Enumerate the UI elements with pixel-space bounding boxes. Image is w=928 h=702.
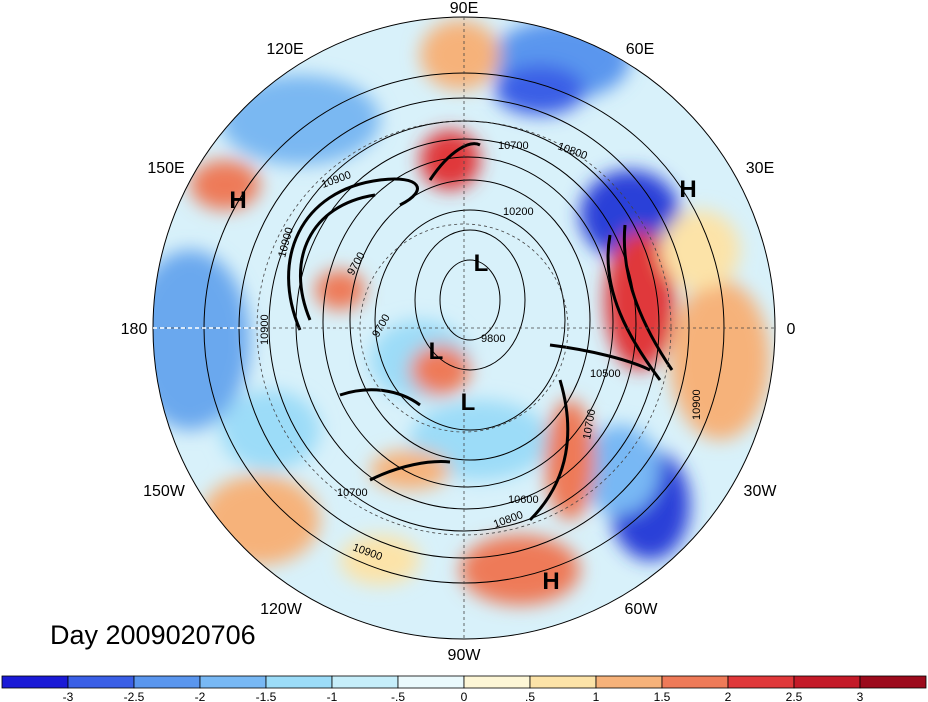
lon-label-180: 180 xyxy=(121,321,148,338)
colorbar-tick-label: 1 xyxy=(593,690,600,702)
lon-label-60w: 60W xyxy=(625,601,659,618)
lon-label-120w: 120W xyxy=(260,601,303,618)
colorbar-swatch xyxy=(397,675,465,689)
anomaly-field xyxy=(153,17,775,639)
low-pressure-canada: L xyxy=(461,389,476,416)
colorbar-tick-label: -1 xyxy=(327,690,338,702)
contour-label: 10200 xyxy=(503,206,534,218)
high-pressure-asia: H xyxy=(229,187,246,214)
colorbar-tick-label: 2.5 xyxy=(786,690,803,702)
lon-label-150w: 150W xyxy=(143,483,186,500)
high-pressure-atlantic: H xyxy=(542,568,559,595)
colorbar-swatch xyxy=(133,675,201,689)
day-label: Day 2009020706 xyxy=(50,620,256,650)
low-pressure-north: L xyxy=(474,250,489,277)
lon-label-30w: 30W xyxy=(744,483,778,500)
graticule xyxy=(153,17,775,639)
longitude-labels: 90E 60E 120E 30E 150E 180 0 150W 30W 120… xyxy=(121,0,796,664)
lon-label-0: 0 xyxy=(787,321,796,338)
colorbar-swatch xyxy=(1,675,69,689)
colorbar-swatch xyxy=(529,675,597,689)
colorbar-swatch xyxy=(265,675,333,689)
contour-label: 10700 xyxy=(337,487,368,499)
high-pressure-europe: H xyxy=(679,176,696,203)
lon-label-90e: 90E xyxy=(450,0,478,17)
colorbar-swatch xyxy=(727,675,795,689)
lon-label-30e: 30E xyxy=(746,160,774,177)
low-pressure-pole: L xyxy=(429,338,444,365)
colorbar-tick-label: -3 xyxy=(63,690,74,702)
lon-label-120e: 120E xyxy=(266,41,303,58)
contour-label: 10900 xyxy=(259,314,271,345)
contour-label: 10900 xyxy=(691,389,703,420)
colorbar-tick-label: 3 xyxy=(857,690,864,702)
lon-label-90w: 90W xyxy=(448,647,482,664)
colorbar-swatch xyxy=(331,675,399,689)
colorbar-tick-label: .5 xyxy=(525,690,535,702)
colorbar-swatch xyxy=(67,675,135,689)
colorbar-tick-label: -.5 xyxy=(391,690,405,702)
colorbar-swatch xyxy=(859,675,927,689)
contour-label: 9800 xyxy=(481,333,505,345)
contour-label: 10700 xyxy=(581,408,598,440)
colorbar-swatch xyxy=(199,675,267,689)
colorbar-swatch xyxy=(595,675,663,689)
colorbar-tick-label: 0 xyxy=(461,690,468,702)
pressure-centers: H H H L L L xyxy=(229,176,696,595)
colorbar-swatch xyxy=(793,675,861,689)
colorbar-swatch xyxy=(661,675,729,689)
colorbar-tick-label: -1.5 xyxy=(256,690,277,702)
colorbar-tick-label: 1.5 xyxy=(654,690,671,702)
lon-label-150e: 150E xyxy=(147,160,184,177)
jet-streaks xyxy=(287,142,674,522)
colorbar-tick-label: -2.5 xyxy=(124,690,145,702)
contour-label: 10500 xyxy=(590,368,621,380)
colorbar: -3 -2.5 -2 -1.5 -1 -.5 0 .5 1 1.5 2 2.5 3 xyxy=(1,675,927,702)
lon-label-60e: 60E xyxy=(626,41,654,58)
colorbar-swatch xyxy=(463,675,531,689)
colorbar-tick-label: 2 xyxy=(725,690,732,702)
contour-label: 10600 xyxy=(508,494,539,506)
contour-label: 10700 xyxy=(498,140,529,152)
colorbar-tick-label: -2 xyxy=(195,690,206,702)
